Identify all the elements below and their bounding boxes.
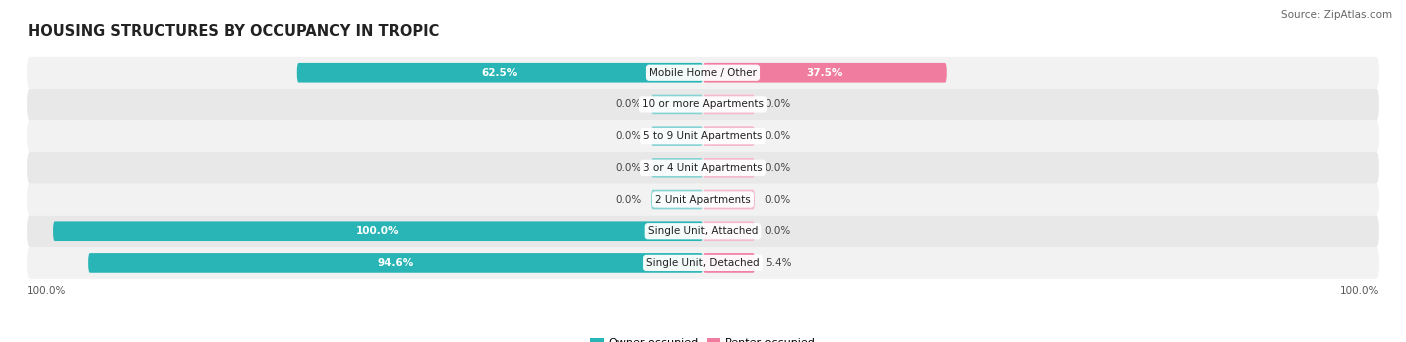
FancyBboxPatch shape [703,221,755,241]
FancyBboxPatch shape [651,190,703,209]
Text: Source: ZipAtlas.com: Source: ZipAtlas.com [1281,10,1392,20]
FancyBboxPatch shape [27,152,1379,184]
Text: 100.0%: 100.0% [356,226,399,236]
Text: 0.0%: 0.0% [765,100,792,109]
Text: 10 or more Apartments: 10 or more Apartments [643,100,763,109]
FancyBboxPatch shape [27,57,1379,89]
FancyBboxPatch shape [53,221,703,241]
FancyBboxPatch shape [27,89,1379,120]
Text: 2 Unit Apartments: 2 Unit Apartments [655,195,751,205]
FancyBboxPatch shape [703,63,946,82]
Text: 0.0%: 0.0% [614,163,641,173]
Text: 100.0%: 100.0% [1340,286,1379,296]
FancyBboxPatch shape [703,95,755,114]
Text: 62.5%: 62.5% [482,68,517,78]
Text: 0.0%: 0.0% [614,131,641,141]
Text: 100.0%: 100.0% [27,286,66,296]
Legend: Owner-occupied, Renter-occupied: Owner-occupied, Renter-occupied [586,333,820,342]
FancyBboxPatch shape [703,190,755,209]
Text: 0.0%: 0.0% [614,100,641,109]
Text: Single Unit, Detached: Single Unit, Detached [647,258,759,268]
Text: 94.6%: 94.6% [377,258,413,268]
FancyBboxPatch shape [651,158,703,177]
FancyBboxPatch shape [27,215,1379,247]
Text: 0.0%: 0.0% [765,163,792,173]
Text: 5.4%: 5.4% [765,258,792,268]
Text: 0.0%: 0.0% [765,131,792,141]
Text: 0.0%: 0.0% [765,226,792,236]
FancyBboxPatch shape [27,184,1379,215]
Text: 3 or 4 Unit Apartments: 3 or 4 Unit Apartments [643,163,763,173]
FancyBboxPatch shape [89,253,703,273]
FancyBboxPatch shape [703,158,755,177]
FancyBboxPatch shape [27,120,1379,152]
FancyBboxPatch shape [651,95,703,114]
FancyBboxPatch shape [703,253,755,273]
Text: 5 to 9 Unit Apartments: 5 to 9 Unit Apartments [644,131,762,141]
Text: HOUSING STRUCTURES BY OCCUPANCY IN TROPIC: HOUSING STRUCTURES BY OCCUPANCY IN TROPI… [28,24,440,39]
Text: 0.0%: 0.0% [614,195,641,205]
Text: 0.0%: 0.0% [765,195,792,205]
Text: 37.5%: 37.5% [807,68,844,78]
Text: Single Unit, Attached: Single Unit, Attached [648,226,758,236]
FancyBboxPatch shape [297,63,703,82]
FancyBboxPatch shape [651,126,703,146]
FancyBboxPatch shape [27,247,1379,279]
FancyBboxPatch shape [703,126,755,146]
Text: Mobile Home / Other: Mobile Home / Other [650,68,756,78]
